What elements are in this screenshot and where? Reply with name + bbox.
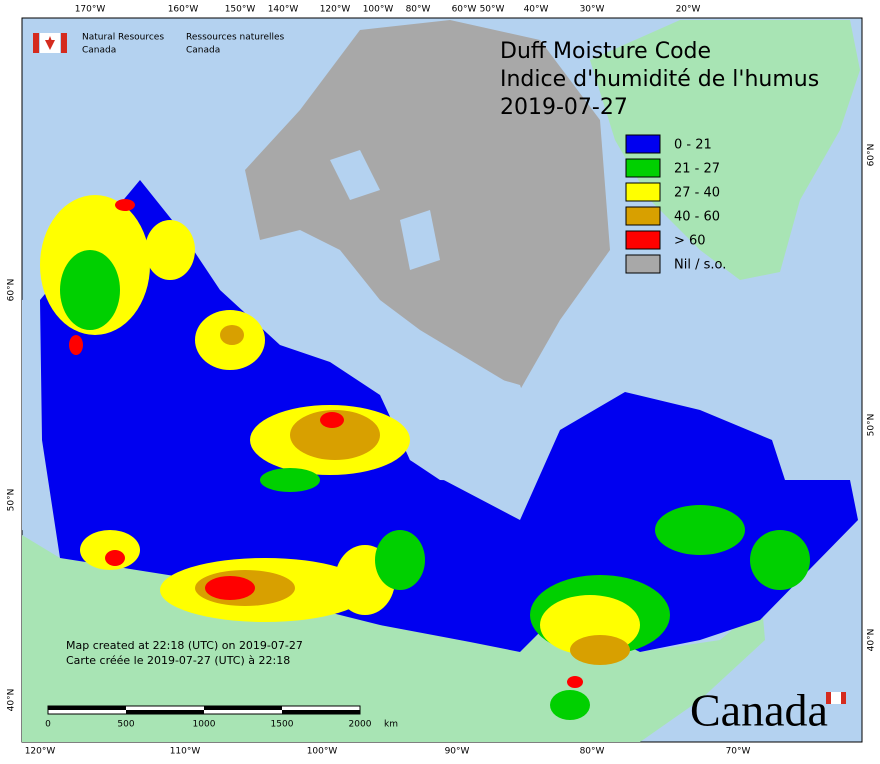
- greenland: [590, 20, 860, 280]
- maple-leaf: [45, 36, 55, 50]
- legend-swatch: [625, 134, 661, 154]
- dmc-patch: [60, 250, 120, 330]
- graticule-label: 90°W: [445, 747, 470, 757]
- scale-label: 1000: [193, 720, 216, 730]
- legend-swatch: [625, 206, 661, 226]
- graticule-label: 40°N: [7, 689, 17, 712]
- dmc-patch: [750, 530, 810, 590]
- graticule-label: 50°W: [480, 5, 505, 15]
- graticule-label: 100°W: [363, 5, 394, 15]
- dmc-patch: [290, 410, 380, 460]
- graticule-label: 30°W: [580, 5, 605, 15]
- graticule-label: 120°W: [25, 747, 56, 757]
- graticule-label: 40°W: [524, 5, 549, 15]
- agency-name: Natural Resources: [82, 33, 164, 43]
- legend-label: 21 - 27: [674, 162, 720, 177]
- hudson-bay: [380, 362, 542, 482]
- wordmark: Canada: [690, 685, 828, 736]
- scale-label: km: [384, 720, 398, 730]
- dmc-patch: [550, 690, 590, 720]
- agency-name: Canada: [82, 46, 116, 56]
- graticule-label: 60°N: [867, 144, 877, 167]
- graticule-label: 50°N: [7, 489, 17, 512]
- legend-swatch: [625, 254, 661, 274]
- dmc-patch: [375, 530, 425, 590]
- legend-label: 27 - 40: [674, 186, 720, 201]
- wordmark-flag-center: [831, 692, 841, 704]
- map-date: 2019-07-27: [500, 95, 628, 120]
- graticule-label: 170°W: [75, 5, 106, 15]
- dmc-patch: [220, 325, 244, 345]
- scale-label: 0: [45, 720, 51, 730]
- scale-label: 1500: [271, 720, 294, 730]
- legend-label: Nil / s.o.: [674, 258, 726, 273]
- flag-bar: [33, 33, 39, 53]
- graticule-label: 40°N: [867, 629, 877, 652]
- dmc-patch: [69, 335, 83, 355]
- graticule-label: 70°W: [726, 747, 751, 757]
- arctic-islands: [245, 20, 610, 390]
- arctic-channels: [330, 150, 440, 270]
- scale-bar: [47, 705, 361, 715]
- legend-label: > 60: [674, 234, 706, 249]
- graticule-label: 60°W: [452, 5, 477, 15]
- agency-name: Ressources naturelles: [186, 33, 285, 43]
- map-title: Indice d'humidité de l'humus: [500, 67, 819, 92]
- dmc-patch: [105, 550, 125, 566]
- scale-label: 2000: [349, 720, 372, 730]
- dmc-patch: [655, 505, 745, 555]
- dmc-patch: [80, 530, 140, 570]
- graticule-label: 20°W: [676, 5, 701, 15]
- graticule-label: 50°N: [867, 414, 877, 437]
- graticule-label: 60°N: [7, 279, 17, 302]
- map-title: Duff Moisture Code: [500, 39, 711, 64]
- dmc-patch: [320, 412, 344, 428]
- credit: Map created at 22:18 (UTC) on 2019-07-27: [66, 639, 303, 652]
- legend-label: 40 - 60: [674, 210, 720, 225]
- graticule-label: 150°W: [225, 5, 256, 15]
- agency-name: Canada: [186, 46, 220, 56]
- dmc-patch: [260, 468, 320, 492]
- flag-bar: [61, 33, 67, 53]
- graticule-label: 120°W: [320, 5, 351, 15]
- graticule-label: 100°W: [307, 747, 338, 757]
- graticule-label: 110°W: [170, 747, 201, 757]
- scale-label: 500: [117, 720, 134, 730]
- legend-swatch: [625, 230, 661, 250]
- graticule-label: 160°W: [168, 5, 199, 15]
- graticule-label: 140°W: [268, 5, 299, 15]
- legend-swatch: [625, 158, 661, 178]
- legend-swatch: [625, 182, 661, 202]
- scale-seg: [204, 706, 282, 710]
- land: [22, 20, 860, 742]
- scale-seg: [48, 706, 126, 710]
- graticule-label: 80°W: [406, 5, 431, 15]
- scale-seg: [126, 710, 204, 714]
- credit: Carte créée le 2019-07-27 (UTC) à 22:18: [66, 654, 290, 667]
- dmc-patch: [115, 199, 135, 211]
- dmc-patch: [567, 676, 583, 688]
- dmc-patch: [145, 220, 195, 280]
- legend-label: 0 - 21: [674, 138, 712, 153]
- scale-seg: [282, 710, 360, 714]
- graticule-label: 80°W: [580, 747, 605, 757]
- canada-dmc: [40, 180, 858, 652]
- dmc-patch: [205, 576, 255, 600]
- dmc-patch: [570, 635, 630, 665]
